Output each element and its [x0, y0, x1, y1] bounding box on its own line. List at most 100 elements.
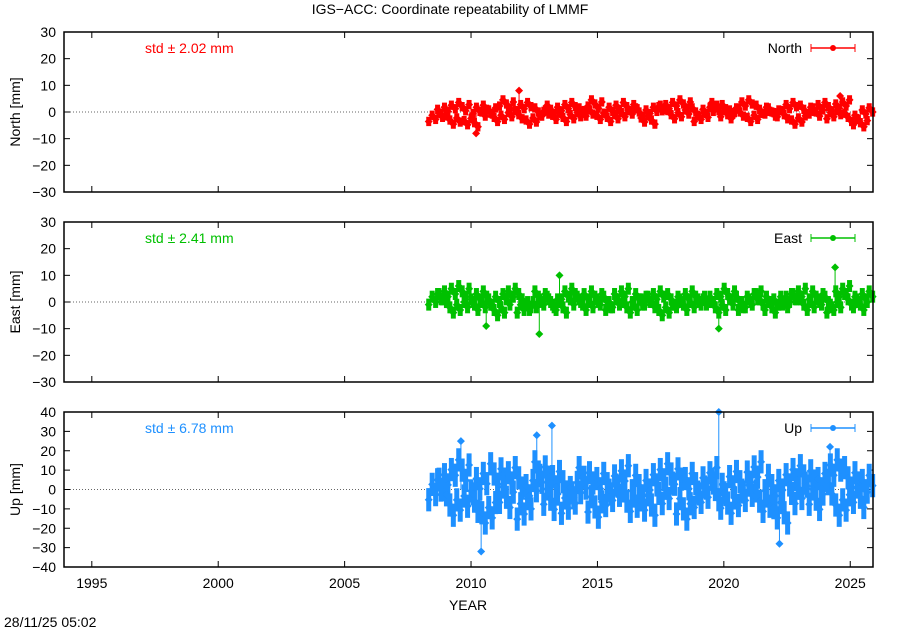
- data-point: [614, 482, 623, 491]
- data-point: [835, 511, 844, 520]
- data-point: [500, 308, 509, 317]
- data-point: [456, 506, 465, 515]
- data-point: [672, 509, 681, 518]
- data-point: [562, 117, 571, 126]
- outlier-point: [532, 431, 541, 440]
- outlier-point: [515, 86, 524, 95]
- y-axis-label: North [mm]: [7, 77, 23, 146]
- y-tick-label: −10: [32, 131, 56, 147]
- y-tick-label: 0: [48, 104, 56, 120]
- data-point: [594, 513, 603, 522]
- data-point: [690, 503, 699, 512]
- outlier-point: [477, 547, 486, 556]
- data-point: [482, 479, 491, 488]
- data-point: [845, 282, 854, 291]
- data-point: [550, 505, 559, 514]
- data-point: [697, 498, 706, 507]
- legend-marker: [830, 235, 836, 241]
- data-point: [790, 499, 799, 508]
- data-point: [488, 513, 497, 522]
- chart-title: IGS−ACC: Coordinate repeatability of LMM…: [312, 1, 589, 17]
- x-tick-label: 2000: [203, 575, 234, 591]
- y-tick-label: −40: [32, 559, 56, 575]
- legend-label: North: [768, 40, 802, 56]
- data-point: [757, 457, 766, 466]
- data-point: [805, 500, 814, 509]
- data-point: [465, 284, 474, 293]
- data-point: [801, 284, 810, 293]
- data-point: [624, 284, 633, 293]
- legend-label: East: [774, 230, 802, 246]
- data-point: [817, 484, 826, 493]
- data-point: [552, 482, 561, 491]
- legend-marker: [830, 45, 836, 51]
- data-point: [682, 515, 691, 524]
- y-tick-label: 20: [40, 443, 56, 459]
- data-point: [729, 482, 738, 491]
- data-point: [513, 515, 522, 524]
- data-point: [475, 484, 484, 493]
- y-tick-label: −20: [32, 157, 56, 173]
- data-point: [849, 498, 858, 507]
- x-tick-label: 2025: [835, 575, 866, 591]
- data-point: [532, 486, 541, 495]
- data-point: [861, 486, 870, 495]
- data-point: [847, 484, 856, 493]
- plot-frame: [63, 31, 874, 193]
- outlier-point: [535, 330, 544, 338]
- x-tick-label: 2010: [455, 575, 486, 591]
- y-tick-label: −10: [32, 501, 56, 517]
- data-point: [829, 471, 838, 480]
- data-point: [626, 507, 635, 516]
- data-point: [797, 494, 806, 503]
- data-point: [582, 484, 591, 493]
- std-annotation: std ± 2.02 mm: [145, 40, 234, 56]
- data-point: [596, 484, 605, 493]
- data-point: [650, 120, 659, 129]
- y-tick-label: 10: [40, 77, 56, 93]
- data-point: [520, 509, 529, 518]
- data-point: [665, 494, 674, 503]
- data-point: [645, 486, 654, 495]
- data-point: [597, 97, 606, 106]
- legend-label: Up: [784, 420, 802, 436]
- outlier-point: [472, 129, 481, 138]
- panel-north: 30 20 10 0 −10 −20 −30 North [mm] std ± 2.02 mm N…: [7, 24, 877, 200]
- data-point: [702, 484, 711, 493]
- data-point: [650, 511, 659, 520]
- data-point: [822, 476, 831, 485]
- x-tick-label: 2020: [708, 575, 739, 591]
- y-tick-label: −20: [32, 520, 56, 536]
- data-point: [564, 504, 573, 513]
- outlier-point: [826, 442, 835, 451]
- y-axis-label: Up [mm]: [7, 463, 23, 516]
- data-point: [451, 471, 460, 480]
- data-point: [500, 115, 509, 124]
- data-point: [493, 480, 502, 489]
- plot-frame: [63, 221, 874, 383]
- data-point: [468, 489, 477, 498]
- data-point: [727, 509, 736, 518]
- data-point: [716, 504, 725, 513]
- data-point: [633, 305, 642, 314]
- data-point: [562, 308, 571, 317]
- data-point: [836, 303, 845, 312]
- y-tick-label: 30: [40, 214, 56, 230]
- data-point: [569, 493, 578, 502]
- data-point: [461, 476, 470, 485]
- std-annotation: std ± 2.41 mm: [145, 230, 234, 246]
- outlier-point: [482, 322, 491, 330]
- data-point: [734, 501, 743, 510]
- panel-up: 40 30 20 10 0 −10 −20 −30 −40 Up [mm] std ± 6.78 m…: [7, 404, 877, 575]
- data-point: [495, 498, 504, 507]
- data-point: [721, 305, 730, 314]
- data-point: [505, 503, 514, 512]
- x-tick-label: 2015: [582, 575, 613, 591]
- y-tick-label: 0: [48, 294, 56, 310]
- y-axis-label: East [mm]: [7, 270, 23, 333]
- std-annotation: std ± 6.78 mm: [145, 420, 234, 436]
- data-point: [509, 97, 518, 106]
- data-point: [778, 486, 787, 495]
- outlier-point: [831, 263, 840, 272]
- data-point: [746, 478, 755, 487]
